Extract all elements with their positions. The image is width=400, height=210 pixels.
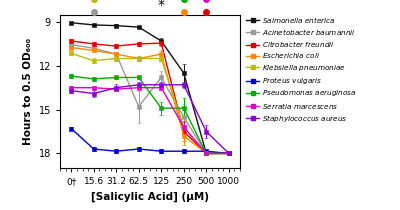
Legend: $\it{Salmonella}$ $\it{enterica}$, $\it{Acinetobacter}$ $\it{baumannii}$, $\it{C: $\it{Salmonella}$ $\it{enterica}$, $\it{… xyxy=(244,12,359,127)
Y-axis label: Hours to 0.5 OD₆₀₀: Hours to 0.5 OD₆₀₀ xyxy=(23,38,33,145)
Text: *: * xyxy=(158,0,165,12)
X-axis label: [Salicylic Acid] (μM): [Salicylic Acid] (μM) xyxy=(91,192,209,202)
